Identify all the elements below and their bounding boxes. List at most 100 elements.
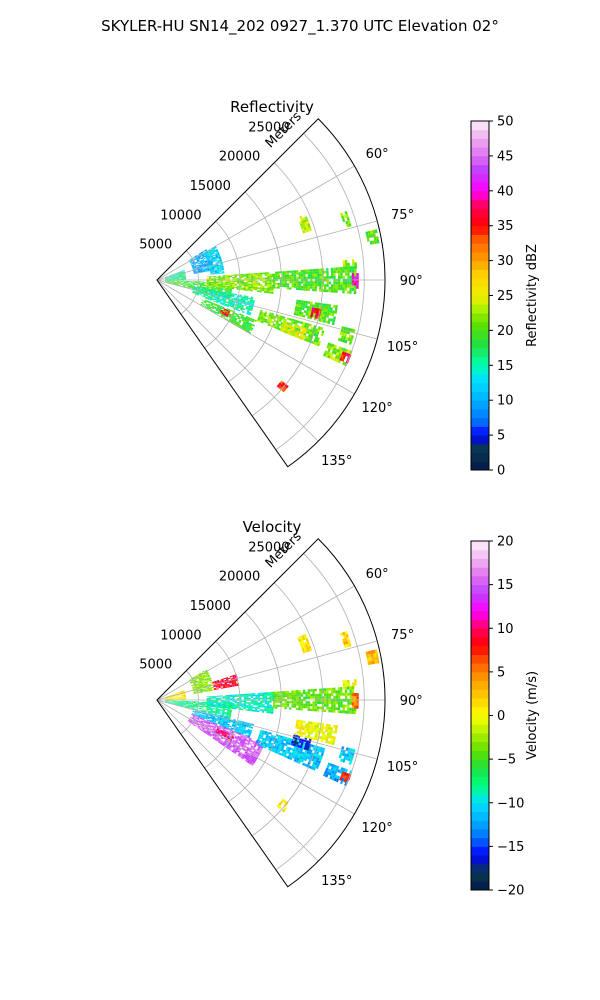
echo-cell	[288, 325, 292, 329]
echo-cell	[328, 345, 332, 350]
echo-cell	[207, 732, 211, 734]
echo-cell	[285, 748, 289, 752]
echo-cell	[203, 264, 207, 266]
echo-cell	[298, 722, 301, 725]
echo-cell	[224, 296, 228, 299]
echo-cell	[174, 696, 177, 698]
range-tick-label: 15000	[190, 599, 231, 614]
echo-cell	[210, 722, 213, 725]
echo-cell	[198, 720, 202, 722]
echo-cell	[372, 229, 376, 234]
echo-cell	[198, 272, 201, 274]
echo-cell	[354, 262, 357, 266]
echo-cell	[181, 697, 184, 699]
echo-cell	[344, 348, 348, 353]
echo-cell	[229, 290, 232, 293]
echo-cell	[326, 690, 329, 694]
echo-cell	[169, 282, 173, 283]
echo-cell	[291, 701, 294, 704]
echo-cell	[178, 692, 181, 694]
echo-cell	[228, 746, 232, 749]
echo-cell	[236, 704, 240, 706]
echo-cell	[286, 692, 290, 695]
echo-cell	[174, 696, 177, 697]
echo-cell	[242, 316, 246, 319]
echo-cell	[350, 328, 354, 332]
echo-cell	[351, 284, 355, 288]
echo-cell	[224, 287, 228, 289]
echo-cell	[222, 310, 226, 313]
echo-cell	[314, 288, 317, 292]
echo-cell	[307, 274, 311, 277]
echo-cell	[250, 282, 254, 284]
echo-cell	[277, 701, 280, 703]
echo-cell	[249, 328, 253, 332]
echo-cell	[167, 697, 170, 698]
echo-cell	[236, 741, 240, 745]
echo-cell	[335, 348, 339, 352]
echo-cell	[202, 701, 205, 703]
echo-cell	[231, 298, 234, 300]
echo-cell	[246, 330, 250, 333]
echo-cell	[366, 654, 370, 659]
echo-cell	[307, 315, 310, 319]
echo-cell	[220, 278, 223, 280]
echo-cell	[227, 304, 230, 307]
echo-cell	[253, 754, 257, 758]
echo-cell	[261, 710, 265, 713]
echo-cell	[250, 700, 254, 703]
echo-cell	[305, 269, 308, 272]
colorbar-swatch	[471, 417, 489, 427]
colorbar-swatch	[471, 820, 489, 830]
echo-cell	[306, 338, 310, 342]
echo-cell	[313, 727, 317, 730]
echo-cell	[229, 706, 232, 708]
echo-cell	[307, 701, 311, 704]
echo-cell	[279, 737, 283, 740]
echo-cell	[298, 707, 301, 711]
echo-cell	[174, 277, 177, 278]
echo-cell	[310, 694, 313, 697]
echo-cell	[217, 294, 221, 297]
echo-cell	[329, 732, 332, 736]
echo-cell	[185, 285, 188, 287]
echo-cell	[353, 266, 357, 270]
echo-cell	[293, 758, 297, 762]
echo-cell	[196, 254, 200, 257]
echo-cell	[199, 265, 202, 267]
echo-cell	[347, 757, 351, 762]
echo-cell	[238, 319, 242, 322]
echo-cell	[172, 277, 175, 279]
echo-cell	[200, 683, 204, 685]
echo-cell	[259, 709, 263, 711]
echo-cell	[175, 693, 179, 695]
echo-cell	[354, 707, 357, 712]
echo-cell	[243, 748, 247, 752]
echo-cell	[222, 702, 226, 704]
echo-cell	[256, 319, 260, 322]
echo-cell	[300, 705, 304, 709]
echo-cell	[279, 380, 284, 384]
echo-cell	[316, 331, 320, 335]
echo-cell	[289, 738, 292, 741]
colorbar-tick-label: 20	[497, 324, 514, 339]
echo-cell	[305, 218, 309, 222]
echo-cell	[183, 695, 186, 697]
echo-cell	[202, 688, 205, 690]
echo-cell	[181, 697, 184, 698]
echo-cell	[344, 333, 348, 337]
echo-cell	[246, 748, 250, 751]
echo-cell	[207, 723, 210, 726]
echo-cell	[167, 277, 170, 279]
echo-cell	[356, 693, 359, 697]
echo-cell	[238, 744, 241, 747]
echo-cell	[314, 762, 318, 766]
echo-cell	[248, 280, 251, 283]
echo-cell	[209, 689, 213, 692]
echo-cell	[372, 649, 376, 654]
echo-cell	[198, 725, 201, 728]
echo-cell	[235, 315, 239, 318]
echo-cell	[234, 283, 237, 285]
echo-cell	[266, 291, 269, 294]
echo-cell	[303, 310, 307, 313]
